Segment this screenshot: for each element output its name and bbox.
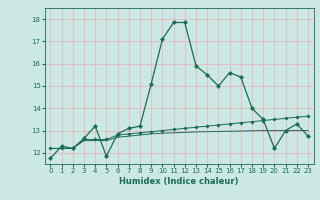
- X-axis label: Humidex (Indice chaleur): Humidex (Indice chaleur): [119, 177, 239, 186]
